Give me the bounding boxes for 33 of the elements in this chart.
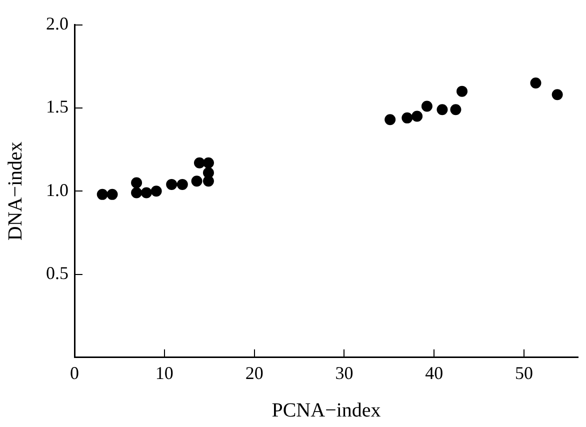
x-tick-label: 0: [70, 362, 79, 383]
point: [106, 188, 118, 200]
point: [384, 114, 396, 126]
point: [450, 104, 462, 116]
x-axis-title: PCNA−index: [272, 399, 381, 422]
x-tick-label: 50: [515, 362, 534, 383]
point: [150, 186, 162, 197]
point: [552, 89, 563, 100]
point: [96, 188, 108, 200]
point: [131, 177, 142, 188]
point: [456, 86, 468, 97]
point: [176, 178, 188, 190]
y-tick-label: 0.5: [46, 262, 68, 283]
point: [194, 157, 205, 168]
point: [421, 100, 432, 112]
y-tick-label: 1.5: [46, 96, 68, 117]
point: [412, 110, 423, 122]
point: [436, 104, 448, 116]
y-axis-title: DNA−index: [4, 142, 26, 241]
y-tick-label: 2.0: [46, 14, 68, 34]
y-tick-label: 1.0: [46, 180, 68, 200]
point: [191, 176, 202, 187]
point: [402, 112, 413, 124]
point: [202, 176, 214, 187]
point: [131, 187, 142, 198]
x-tick-label: 30: [335, 362, 354, 383]
point: [166, 178, 178, 190]
x-tick-label: 20: [245, 362, 264, 383]
x-tick-label: 40: [425, 362, 444, 383]
point: [202, 157, 214, 168]
point: [140, 187, 152, 198]
point: [530, 78, 542, 89]
x-tick-label: 10: [155, 362, 174, 383]
